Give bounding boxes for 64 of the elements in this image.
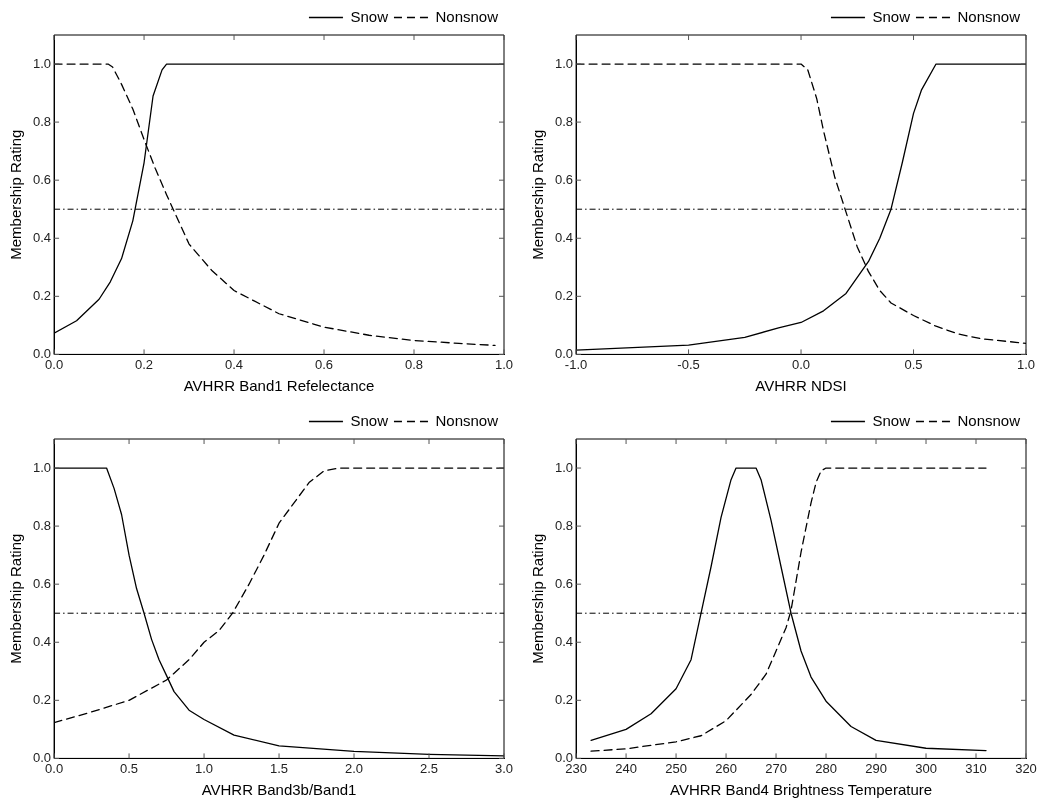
y-tick-label: 1.0 <box>32 55 52 71</box>
y-tick-label: 0.0 <box>32 345 52 361</box>
x-tick-label: 0.8 <box>404 356 424 372</box>
x-tick-label: 1.0 <box>195 760 214 776</box>
legend-label: Snow <box>872 411 911 429</box>
x-tick-label: 300 <box>915 760 937 776</box>
y-tick-label: 1.0 <box>554 459 574 475</box>
y-axis-title: Membership Rating <box>529 129 547 260</box>
legend-label: Snow <box>872 7 911 25</box>
x-tick-label: 0.5 <box>120 760 139 776</box>
y-tick-label: 0.2 <box>32 287 52 303</box>
x-tick-label: 250 <box>665 760 687 776</box>
x-tick-label: 0.6 <box>314 356 334 372</box>
x-axis-title: AVHRR Band1 Refelectance <box>183 377 375 395</box>
x-tick-label: 0.4 <box>225 356 244 372</box>
legend-label: Nonsnow <box>957 7 1021 25</box>
legend-label: Nonsnow <box>435 7 499 25</box>
x-tick-label: 1.0 <box>494 356 514 372</box>
x-tick-label: -0.5 <box>677 356 700 372</box>
y-tick-label: 0.6 <box>554 171 574 187</box>
x-tick-label: 3.0 <box>494 760 514 776</box>
y-tick-label: 0.2 <box>554 287 574 303</box>
x-tick-label: 2.5 <box>419 760 439 776</box>
y-tick-label: 0.8 <box>32 517 52 533</box>
y-tick-label: 1.0 <box>32 459 52 475</box>
legend-label: Nonsnow <box>435 411 499 429</box>
x-tick-label: 260 <box>715 760 737 776</box>
x-tick-label: 240 <box>615 760 637 776</box>
x-tick-label: 2.0 <box>344 760 364 776</box>
y-tick-label: 0.8 <box>554 517 574 533</box>
legend-label: Nonsnow <box>957 411 1021 429</box>
y-tick-label: 0.6 <box>32 171 52 187</box>
y-axis-title: Membership Rating <box>7 533 25 664</box>
y-tick-label: 0.2 <box>32 691 52 707</box>
y-axis-title: Membership Rating <box>529 533 547 664</box>
x-tick-label: 310 <box>965 760 987 776</box>
x-tick-label: 270 <box>765 760 787 776</box>
legend-label: Snow <box>350 7 389 25</box>
x-tick-label: 1.5 <box>270 760 289 776</box>
x-tick-label: 0.0 <box>792 356 811 372</box>
y-tick-label: 0.6 <box>32 575 52 591</box>
x-axis-title: AVHRR Band3b/Band1 <box>201 781 357 799</box>
x-tick-label: 280 <box>815 760 837 776</box>
x-tick-label: 0.2 <box>135 356 154 372</box>
y-tick-label: 0.4 <box>554 633 574 649</box>
y-tick-label: 0.6 <box>554 575 574 591</box>
y-tick-label: 0.8 <box>32 113 52 129</box>
y-tick-label: 0.0 <box>32 749 52 765</box>
y-tick-label: 0.2 <box>554 691 574 707</box>
x-tick-label: 0.5 <box>904 356 923 372</box>
x-tick-label: 320 <box>1015 760 1037 776</box>
x-tick-label: 290 <box>865 760 887 776</box>
x-tick-label: 1.0 <box>1016 356 1036 372</box>
y-tick-label: 0.8 <box>554 113 574 129</box>
x-axis-title: AVHRR NDSI <box>755 377 847 395</box>
y-tick-label: 0.4 <box>32 229 52 245</box>
y-tick-label: 0.0 <box>554 749 574 765</box>
y-tick-label: 0.0 <box>554 345 574 361</box>
y-axis-title: Membership Rating <box>7 129 25 260</box>
y-tick-label: 1.0 <box>554 55 574 71</box>
y-tick-label: 0.4 <box>32 633 52 649</box>
x-axis-title: AVHRR Band4 Brightness Temperature <box>670 781 933 799</box>
legend-label: Snow <box>350 411 389 429</box>
y-tick-label: 0.4 <box>554 229 574 245</box>
